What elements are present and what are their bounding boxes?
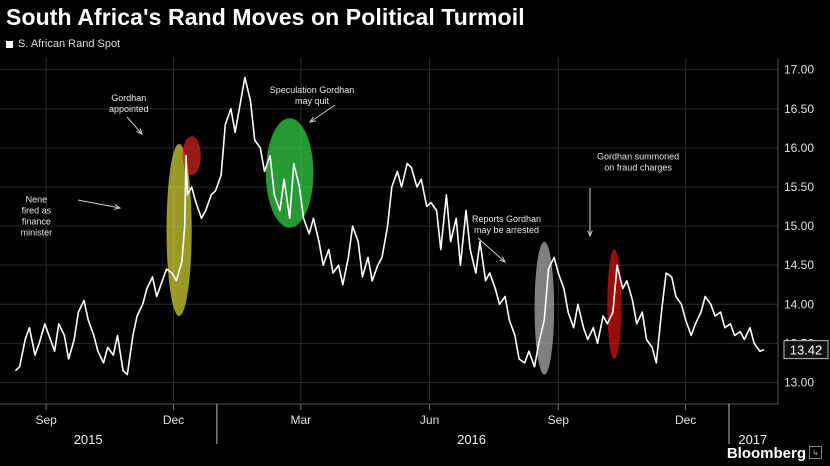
annotation-text: may be arrested bbox=[474, 225, 539, 235]
legend: S. African Rand Spot bbox=[6, 38, 120, 50]
annotation-text: Gordhan bbox=[111, 93, 146, 103]
chart-title: South Africa's Rand Moves on Political T… bbox=[6, 4, 525, 30]
x-tick-label: Sep bbox=[35, 413, 57, 427]
annotation-arrow bbox=[309, 104, 336, 123]
annotation-text: minister bbox=[21, 228, 53, 238]
year-label: 2017 bbox=[738, 432, 767, 447]
annotation-text: may quit bbox=[295, 96, 330, 106]
x-tick-label: Dec bbox=[163, 413, 184, 427]
annotation-text: Nene bbox=[26, 195, 48, 205]
annotation-arrow bbox=[126, 116, 143, 135]
annotation-arrowhead bbox=[587, 230, 593, 238]
legend-label: S. African Rand Spot bbox=[18, 38, 121, 50]
y-tick-label: 17.00 bbox=[784, 63, 814, 77]
bloomberg-mark-icon: ↳ bbox=[809, 446, 822, 459]
annotation-text: Gordhan summoned bbox=[597, 152, 679, 162]
annotation-text: appointed bbox=[109, 104, 149, 114]
y-tick-label: 15.50 bbox=[784, 180, 814, 194]
y-tick-label: 15.00 bbox=[784, 219, 814, 233]
annotation-text: fired as bbox=[22, 206, 52, 216]
legend-swatch bbox=[6, 40, 13, 48]
rand-spot-line bbox=[14, 76, 765, 376]
annotation-arrowhead bbox=[114, 204, 122, 210]
bloomberg-logo: Bloomberg bbox=[726, 445, 806, 462]
annotation-text: Speculation Gordhan bbox=[270, 85, 355, 95]
y-tick-label: 14.50 bbox=[784, 258, 814, 272]
y-tick-label: 13.00 bbox=[784, 375, 814, 389]
last-value-box bbox=[783, 340, 829, 360]
year-label: 2015 bbox=[74, 432, 103, 447]
x-tick-label: Dec bbox=[675, 413, 696, 427]
annotation-arrow bbox=[77, 199, 121, 209]
x-tick-label: Sep bbox=[548, 413, 570, 427]
annotation-text: Reports Gordhan bbox=[472, 214, 541, 224]
annotation-arrowhead bbox=[136, 128, 143, 135]
x-tick-label: Mar bbox=[291, 413, 312, 427]
last-value-label: 13.42 bbox=[790, 343, 823, 358]
y-tick-label: 16.50 bbox=[784, 102, 814, 116]
annotation-text: finance bbox=[22, 217, 51, 227]
annotation-arrowhead bbox=[499, 256, 506, 263]
y-tick-label: 14.00 bbox=[784, 297, 814, 311]
x-tick-label: Jun bbox=[420, 413, 439, 427]
annotation-arrow bbox=[477, 237, 506, 263]
y-tick-label: 16.00 bbox=[784, 141, 814, 155]
annotation-arrowhead bbox=[308, 116, 316, 123]
annotation-text: on fraud charges bbox=[604, 163, 672, 173]
year-label: 2016 bbox=[457, 432, 486, 447]
